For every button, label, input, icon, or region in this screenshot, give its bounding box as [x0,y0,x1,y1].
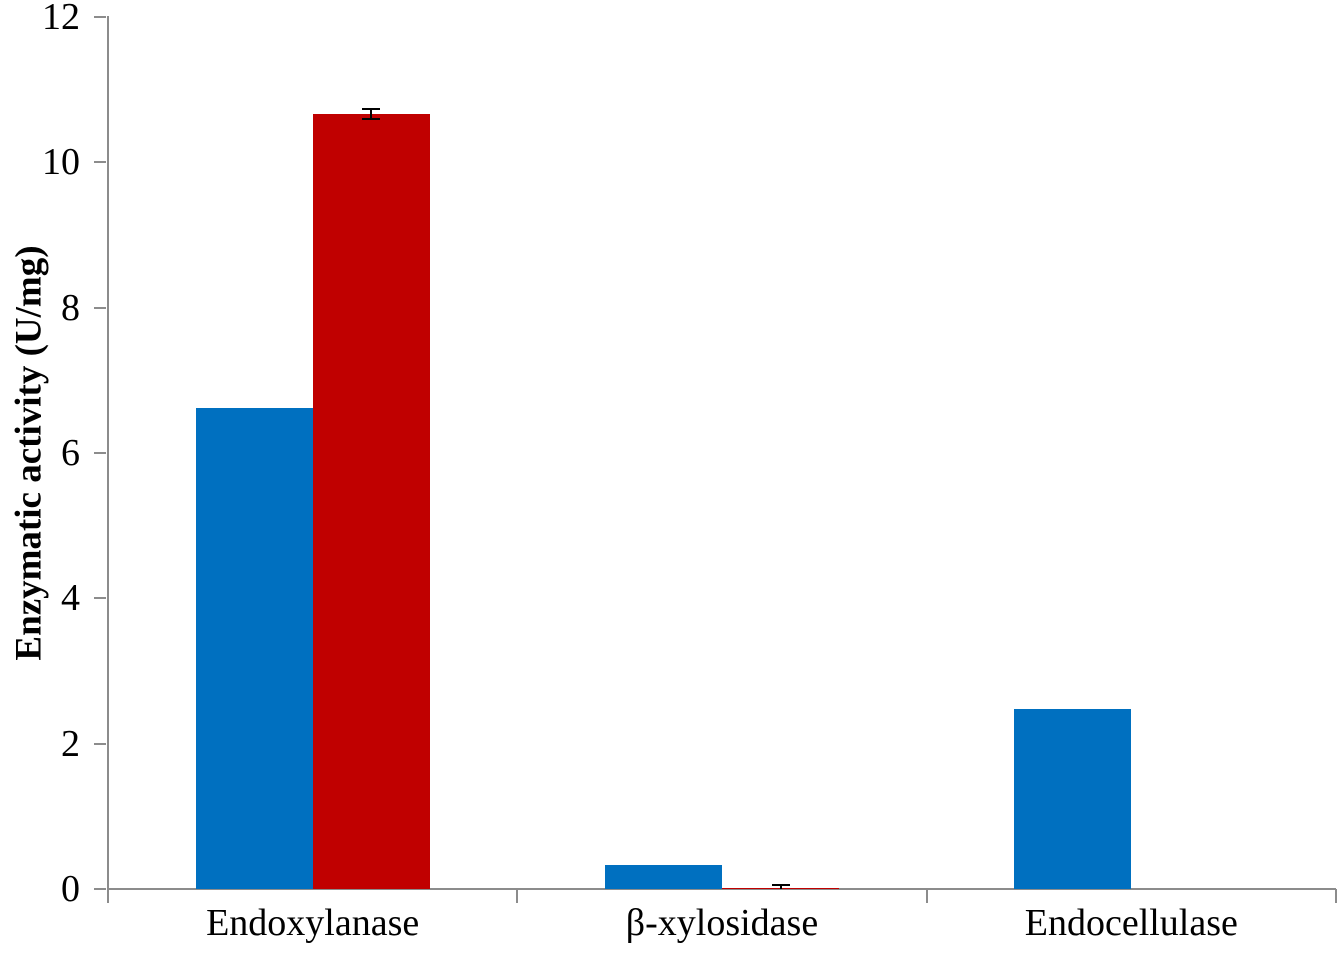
y-axis-line [107,16,109,890]
x-tick [925,889,928,903]
y-tick-label: 12 [42,0,80,38]
y-tick [94,306,106,309]
y-tick-label: 4 [61,577,80,620]
y-tick [94,16,106,18]
y-tick [94,597,106,600]
category-label: β-xylosidase [625,902,819,944]
y-tick-label: 2 [61,722,80,765]
category-label: Endocellulase [1024,902,1238,944]
error-bar-whisker [370,109,373,120]
bar [1014,708,1132,889]
bar [195,407,313,889]
x-tick [107,889,109,903]
y-tick-label: 8 [61,286,80,329]
y-tick-label: 6 [61,432,80,474]
category-label: Endoxylanase [206,902,420,944]
error-bar-cap-top [771,884,790,887]
bar [605,865,722,889]
error-bar-cap-bottom [362,118,381,121]
error-bar-cap-top [362,108,381,111]
y-tick-label: 0 [61,868,80,910]
bar [312,114,430,889]
y-tick [94,161,106,164]
y-tick-label: 10 [42,141,80,184]
x-tick [1335,889,1337,903]
x-axis-line [107,888,1336,890]
x-tick [516,889,519,903]
y-tick [94,742,106,745]
error-bar-whisker [779,885,782,889]
y-tick [94,888,106,890]
y-tick [94,452,106,454]
